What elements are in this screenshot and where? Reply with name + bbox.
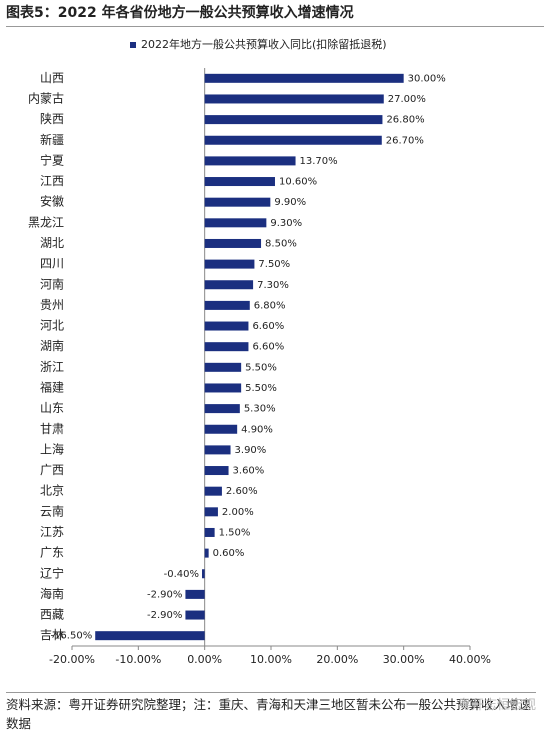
bar <box>185 589 205 599</box>
value-label: 26.70% <box>386 135 424 146</box>
bar <box>204 445 231 455</box>
value-label: 7.30% <box>257 280 289 291</box>
y-tick-label: 四川 <box>40 257 64 271</box>
y-tick-label: 安徽 <box>40 194 64 209</box>
y-tick-label: 广东 <box>40 546 64 560</box>
y-tick-label: 贵州 <box>40 298 64 312</box>
y-tick-label: 广西 <box>40 463 64 477</box>
y-tick-label: 北京 <box>40 484 64 498</box>
bar <box>204 383 242 393</box>
y-tick-label: 山西 <box>40 71 64 85</box>
value-label: -0.40% <box>164 569 199 580</box>
bar <box>185 610 205 620</box>
value-label: 5.50% <box>245 383 277 394</box>
y-tick-label: 湖北 <box>40 235 64 250</box>
value-label: 27.00% <box>388 94 426 105</box>
value-label: -2.90% <box>147 589 182 600</box>
y-tick-label: 甘肃 <box>40 422 64 436</box>
bar <box>204 548 209 558</box>
y-tick-label: 福建 <box>40 379 64 394</box>
value-label: 9.90% <box>274 197 306 208</box>
bar <box>204 156 296 166</box>
bar <box>204 238 262 248</box>
bar <box>204 280 254 290</box>
value-label: 8.50% <box>265 238 297 249</box>
bar <box>204 424 238 434</box>
bar <box>204 300 250 310</box>
y-tick-label: 江苏 <box>40 525 64 539</box>
x-tick-label: 40.00% <box>449 653 491 666</box>
value-label: 3.90% <box>235 445 267 456</box>
bar <box>95 631 205 641</box>
bar <box>204 486 222 496</box>
value-label: 7.50% <box>258 259 290 270</box>
legend-swatch <box>130 42 136 48</box>
x-tick-label: 10.00% <box>250 653 292 666</box>
y-tick-label: 西藏 <box>40 608 64 622</box>
y-tick-label: 辽宁 <box>40 565 64 580</box>
bar <box>204 362 242 372</box>
bar <box>204 404 240 414</box>
value-label: 5.50% <box>245 362 277 373</box>
x-tick-label: 30.00% <box>383 653 425 666</box>
y-tick-label: 吉林 <box>40 628 64 642</box>
bar <box>204 73 404 83</box>
value-label: -2.90% <box>147 610 182 621</box>
watermark: 粤开志恒宏观 <box>457 698 536 713</box>
value-label: 0.60% <box>213 548 245 559</box>
x-tick-label: -20.00% <box>49 653 95 666</box>
y-tick-label: 黑龙江 <box>28 215 64 229</box>
y-tick-label: 湖南 <box>40 338 64 353</box>
x-tick-label: -10.00% <box>115 653 161 666</box>
y-tick-label: 新疆 <box>40 132 64 147</box>
value-label: 30.00% <box>408 73 446 84</box>
chart: 2022年地方一般公共预算收入同比(扣除留抵退税) -20.00% -10.00% 0… <box>28 37 491 666</box>
bar <box>204 259 255 269</box>
value-label: 6.60% <box>252 321 284 332</box>
bar <box>204 342 249 352</box>
bar <box>204 466 229 476</box>
legend-label: 2022年地方一般公共预算收入同比(扣除留抵退税) <box>141 37 387 51</box>
bar <box>204 527 215 537</box>
value-label: 2.00% <box>222 507 254 518</box>
bar <box>204 177 275 187</box>
y-tick-label: 山东 <box>40 401 64 415</box>
bar <box>204 94 384 104</box>
value-label: 4.90% <box>241 424 273 435</box>
y-tick-label: 云南 <box>40 503 64 518</box>
x-tick-label: 0.00% <box>187 653 222 666</box>
bar <box>204 197 271 207</box>
bar <box>204 218 267 228</box>
source-note: 资料来源：粤开证券研究院整理；注：重庆、青海和天津三地区暂未公布一般公共预算收入… <box>6 692 536 733</box>
value-label: 1.50% <box>219 527 251 538</box>
x-tick-label: 20.00% <box>316 653 358 666</box>
bar <box>204 135 382 145</box>
value-label: 13.70% <box>300 156 338 167</box>
bar <box>204 115 383 125</box>
chart-title: 图表5：2022 年各省份地方一般公共预算收入增速情况 <box>6 2 544 27</box>
value-label: 5.30% <box>244 404 276 415</box>
value-label: -16.50% <box>50 631 92 642</box>
y-tick-label: 宁夏 <box>40 152 64 167</box>
y-tick-label: 浙江 <box>40 360 64 374</box>
value-label: 3.60% <box>233 466 265 477</box>
bar <box>204 321 249 331</box>
y-tick-label: 河南 <box>40 276 64 291</box>
y-tick-label: 上海 <box>40 441 64 456</box>
y-tick-label: 内蒙古 <box>28 90 64 105</box>
bar <box>202 569 205 579</box>
y-tick-label: 海南 <box>40 586 64 601</box>
y-tick-label: 江西 <box>40 174 64 188</box>
value-label: 6.80% <box>254 300 286 311</box>
y-tick-label: 陕西 <box>40 111 64 126</box>
value-label: 9.30% <box>270 218 302 229</box>
value-label: 10.60% <box>279 177 317 188</box>
value-label: 2.60% <box>226 486 258 497</box>
y-tick-label: 河北 <box>40 319 64 333</box>
value-label: 6.60% <box>252 342 284 353</box>
bar <box>204 507 218 517</box>
value-label: 26.80% <box>386 115 424 126</box>
